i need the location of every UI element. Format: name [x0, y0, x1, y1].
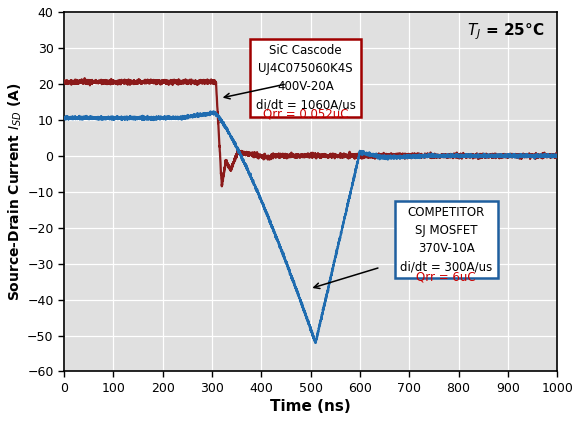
Text: COMPETITOR
SJ MOSFET
370V-10A
di/dt = 300A/us: COMPETITOR SJ MOSFET 370V-10A di/dt = 30…	[400, 206, 492, 273]
Y-axis label: Source-Drain Current $I_{SD}$ (A): Source-Drain Current $I_{SD}$ (A)	[7, 83, 24, 301]
Text: Qrr = 6uC: Qrr = 6uC	[416, 271, 476, 284]
Text: $T_J$ = 25°C: $T_J$ = 25°C	[467, 21, 545, 42]
Text: Qrr = 0.052uC: Qrr = 0.052uC	[263, 107, 349, 120]
X-axis label: Time (ns): Time (ns)	[270, 399, 351, 414]
Text: SiC Cascode
UJ4C075060K4S
400V-20A
di/dt = 1060A/us: SiC Cascode UJ4C075060K4S 400V-20A di/dt…	[256, 44, 356, 111]
